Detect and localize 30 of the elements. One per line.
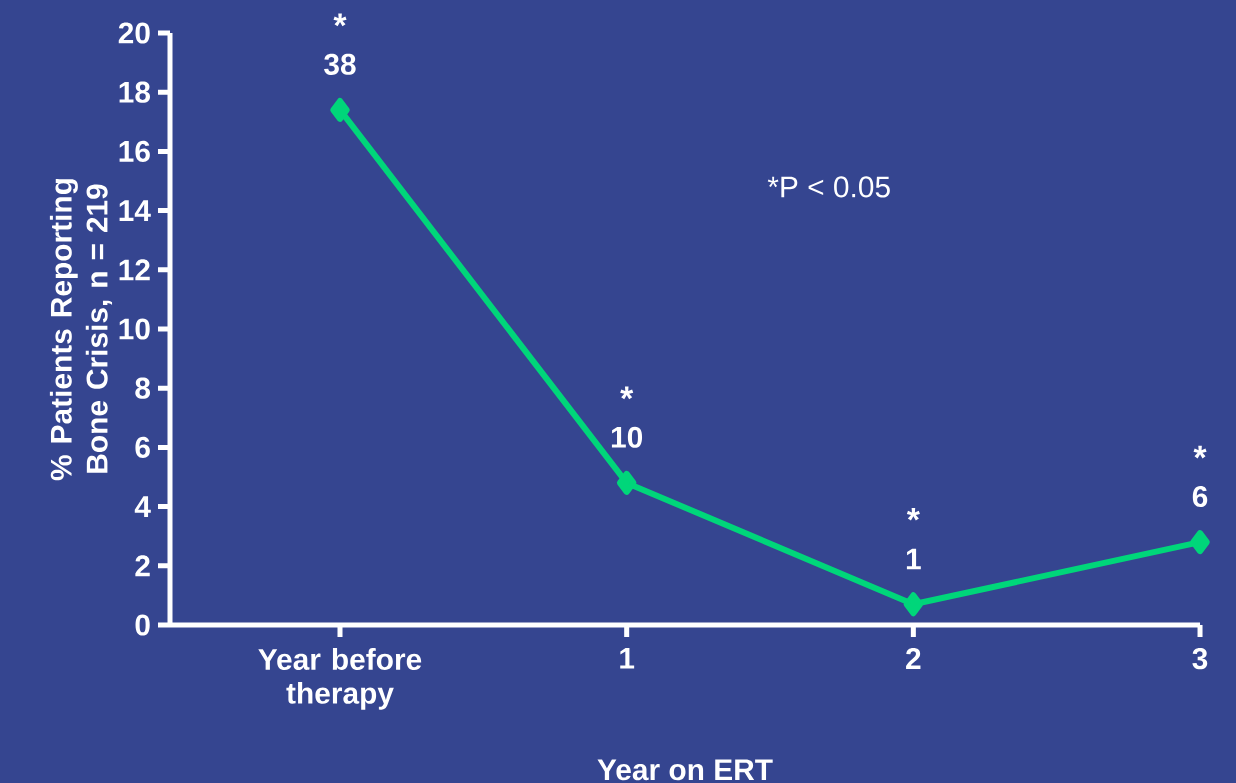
y-tick-label: 4 (134, 496, 151, 517)
annotation: *P < 0.05 (767, 176, 890, 198)
x-axis-title: Year on ERT (597, 759, 773, 781)
y-tick-label: 8 (135, 377, 151, 399)
annotation: 1 (906, 548, 921, 570)
y-axis-title: % Patients Reporting Bone Crisis, n = 219 (49, 179, 113, 481)
y-tick-label: 20 (118, 22, 150, 44)
point (330, 97, 350, 122)
x-tick-label: 3 (1192, 648, 1208, 670)
y-tick-label: 14 (119, 200, 151, 221)
annotation: * (333, 13, 347, 27)
y-tick-label: 0 (135, 614, 150, 636)
y-tick-label: 6 (135, 436, 150, 458)
x-tick-label: 2 (906, 648, 921, 669)
y-tick-label: 18 (119, 81, 151, 103)
annotation: * (906, 507, 920, 521)
y-tick-label: 16 (119, 140, 150, 162)
y-tick-label: 12 (119, 259, 150, 281)
y-tick-label: 2 (135, 555, 150, 577)
x-tick-label: 1 (620, 648, 635, 669)
x-tick-label: Year before therapy (258, 648, 422, 710)
point (903, 592, 924, 617)
point (1190, 530, 1210, 555)
point (616, 470, 637, 495)
annotation: 38 (324, 53, 356, 75)
y-tick-label: 10 (119, 318, 150, 340)
annotation: * (1193, 445, 1207, 459)
annotation: 10 (611, 426, 643, 448)
annotation: * (620, 386, 634, 400)
annotation: 6 (1192, 485, 1208, 508)
